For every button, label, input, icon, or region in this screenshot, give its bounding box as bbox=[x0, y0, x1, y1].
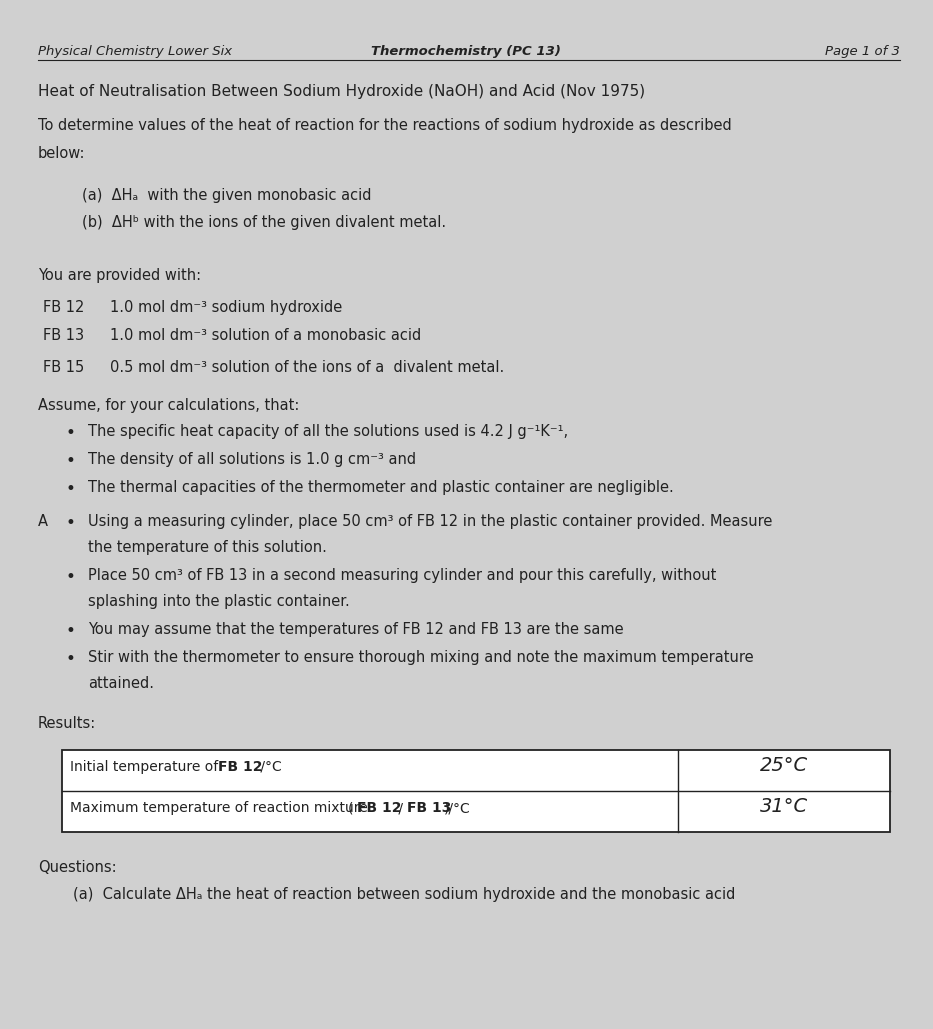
Text: /°C: /°C bbox=[256, 760, 282, 774]
Text: FB 12: FB 12 bbox=[218, 760, 262, 774]
Text: FB 12: FB 12 bbox=[43, 300, 84, 315]
Text: To determine values of the heat of reaction for the reactions of sodium hydroxid: To determine values of the heat of react… bbox=[38, 118, 731, 133]
Text: •: • bbox=[66, 568, 76, 586]
Text: Stir with the thermometer to ensure thorough mixing and note the maximum tempera: Stir with the thermometer to ensure thor… bbox=[88, 650, 754, 665]
Text: •: • bbox=[66, 650, 76, 668]
Text: Results:: Results: bbox=[38, 716, 96, 731]
Text: Maximum temperature of reaction mixture: Maximum temperature of reaction mixture bbox=[70, 801, 368, 815]
Text: •: • bbox=[66, 480, 76, 498]
Text: FB 13: FB 13 bbox=[43, 328, 84, 343]
Text: You may assume that the temperatures of FB 12 and FB 13 are the same: You may assume that the temperatures of … bbox=[88, 622, 623, 637]
Text: 1.0 mol dm⁻³ solution of a monobasic acid: 1.0 mol dm⁻³ solution of a monobasic aci… bbox=[110, 328, 422, 343]
Text: You are provided with:: You are provided with: bbox=[38, 268, 202, 283]
Text: splashing into the plastic container.: splashing into the plastic container. bbox=[88, 594, 350, 609]
Text: (b)  ΔHᵇ with the ions of the given divalent metal.: (b) ΔHᵇ with the ions of the given dival… bbox=[82, 215, 446, 230]
Text: Page 1 of 3: Page 1 of 3 bbox=[825, 45, 900, 58]
Text: Questions:: Questions: bbox=[38, 860, 117, 875]
Text: 25°C: 25°C bbox=[760, 756, 808, 775]
Text: Initial temperature of: Initial temperature of bbox=[70, 760, 223, 774]
Text: 1.0 mol dm⁻³ sodium hydroxide: 1.0 mol dm⁻³ sodium hydroxide bbox=[110, 300, 342, 315]
Text: FB 12: FB 12 bbox=[357, 801, 401, 815]
Text: FB 15: FB 15 bbox=[43, 360, 84, 375]
Text: the temperature of this solution.: the temperature of this solution. bbox=[88, 540, 327, 555]
Text: •: • bbox=[66, 514, 76, 532]
Text: attained.: attained. bbox=[88, 676, 154, 691]
Text: •: • bbox=[66, 452, 76, 470]
Text: (a)  Calculate ΔHₐ the heat of reaction between sodium hydroxide and the monobas: (a) Calculate ΔHₐ the heat of reaction b… bbox=[73, 887, 735, 902]
Text: Thermochemistry (PC 13): Thermochemistry (PC 13) bbox=[371, 45, 561, 58]
FancyBboxPatch shape bbox=[62, 750, 890, 832]
Text: Using a measuring cylinder, place 50 cm³ of FB 12 in the plastic container provi: Using a measuring cylinder, place 50 cm³… bbox=[88, 514, 773, 529]
Text: (: ( bbox=[348, 801, 354, 815]
Text: •: • bbox=[66, 622, 76, 640]
Text: /: / bbox=[394, 801, 403, 815]
Text: Heat of Neutralisation Between Sodium Hydroxide (NaOH) and Acid (Nov 1975): Heat of Neutralisation Between Sodium Hy… bbox=[38, 84, 645, 99]
Text: The thermal capacities of the thermometer and plastic container are negligible.: The thermal capacities of the thermomete… bbox=[88, 480, 674, 495]
Text: below:: below: bbox=[38, 146, 86, 161]
Text: Assume, for your calculations, that:: Assume, for your calculations, that: bbox=[38, 398, 299, 413]
Text: Place 50 cm³ of FB 13 in a second measuring cylinder and pour this carefully, wi: Place 50 cm³ of FB 13 in a second measur… bbox=[88, 568, 717, 583]
Text: )/°C: )/°C bbox=[444, 801, 471, 815]
Text: 0.5 mol dm⁻³ solution of the ions of a  divalent metal.: 0.5 mol dm⁻³ solution of the ions of a d… bbox=[110, 360, 504, 375]
Text: The density of all solutions is 1.0 g cm⁻³ and: The density of all solutions is 1.0 g cm… bbox=[88, 452, 416, 467]
Text: 31°C: 31°C bbox=[760, 797, 808, 816]
Text: •: • bbox=[66, 424, 76, 442]
Text: Physical Chemistry Lower Six: Physical Chemistry Lower Six bbox=[38, 45, 232, 58]
Text: A: A bbox=[38, 514, 48, 529]
Text: The specific heat capacity of all the solutions used is 4.2 J g⁻¹K⁻¹,: The specific heat capacity of all the so… bbox=[88, 424, 568, 439]
Text: (a)  ΔHₐ  with the given monobasic acid: (a) ΔHₐ with the given monobasic acid bbox=[82, 188, 371, 203]
Text: FB 13: FB 13 bbox=[407, 801, 452, 815]
